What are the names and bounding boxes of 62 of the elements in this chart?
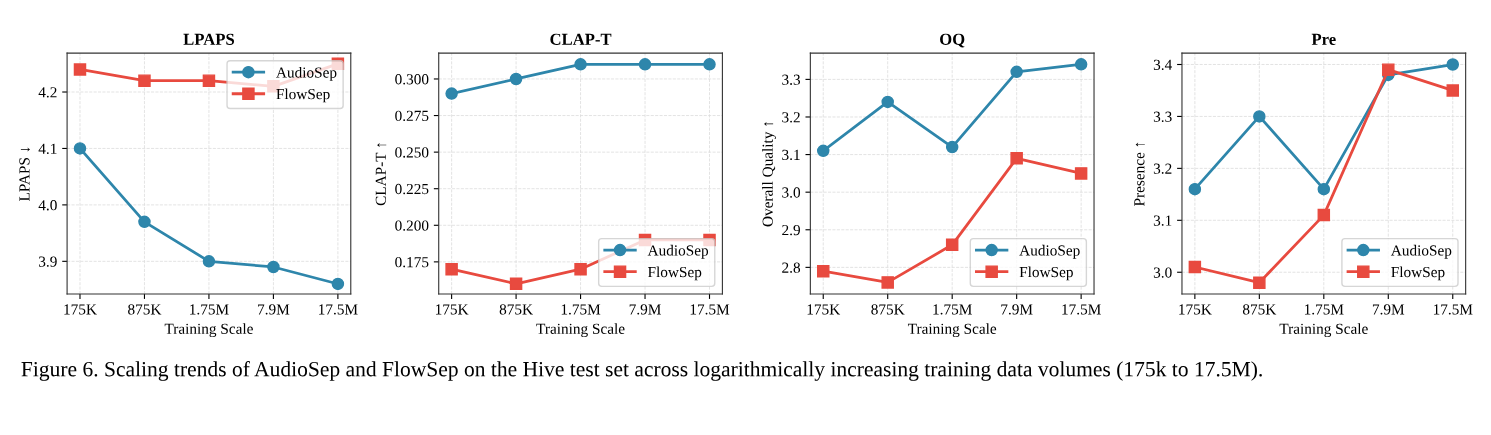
legend-label: FlowSep [1391,266,1445,281]
y-tick-label: 0.250 [395,147,429,158]
y-axis-title: Overall Quality ↑ [762,122,776,227]
legend-label: AudioSep [1019,244,1080,259]
y-tick-label: 3.1 [1153,215,1172,226]
y-tick-label: 0.200 [395,220,429,231]
y-tick-label: 3.0 [1153,267,1172,278]
y-tick-label: 4.1 [38,143,57,154]
y-axis-title: CLAP-T ↑ [375,143,387,206]
y-tick-label: 0.300 [395,74,429,85]
x-tick-label: 1.75M [933,304,972,315]
y-tick-label: 3.1 [782,149,800,161]
x-axis-title: Training Scale [536,323,625,338]
x-tick-label: 875K [499,304,533,315]
x-tick-label: 175K [64,304,97,315]
legend-label: AudioSep [647,244,709,259]
y-tick-label: 3.0 [782,187,801,198]
x-tick-label: 7.9M [258,304,290,315]
x-tick-label: 175K [1179,304,1212,315]
chart-title: LPAPS [183,33,235,45]
y-axis-title: Presence ↑ [1134,142,1145,206]
legend-label: FlowSep [276,88,330,103]
x-tick-label: 17.5M [1062,304,1101,315]
x-tick-label: 7.9M [629,304,661,315]
x-tick-label: 17.5M [1433,304,1473,315]
legend-label: AudioSep [276,66,337,81]
x-tick-label: 875K [871,304,905,315]
y-tick-label: 3.3 [1153,111,1172,122]
y-tick-label: 3.3 [782,74,801,85]
chart-title: Pre [1311,33,1336,45]
chart-title: OQ [940,33,965,48]
chart-title: CLAP-T [550,33,612,45]
y-tick-label: 2.9 [782,224,800,236]
x-tick-label: 7.9M [1001,304,1033,315]
y-tick-label: 3.4 [1153,59,1173,71]
x-tick-label: 175K [435,304,469,315]
y-tick-label: 0.275 [395,110,429,122]
y-tick-label: 3.2 [1153,163,1172,174]
y-tick-label: 4.0 [38,200,57,211]
legend-label: AudioSep [1390,244,1452,259]
y-tick-label: 4.2 [38,87,57,98]
x-tick-label: 175K [807,304,841,315]
legend-label: FlowSep [1019,266,1073,281]
x-axis-title: Training Scale [907,323,997,338]
x-axis-title: Training Scale [164,323,253,338]
y-tick-label: 0.225 [395,183,429,195]
x-tick-label: 1.75M [190,304,229,315]
y-tick-label: 0.175 [395,257,429,268]
caption: Figure 6. Scaling trends of AudioSep and FlowSep on the Hive test set across logarithmically increasing training data volumes (175k to 17.5M). [21,361,1262,381]
x-tick-label: 875K [1242,304,1277,315]
x-tick-label: 7.9M [1372,304,1405,315]
x-tick-label: 17.5M [690,304,730,315]
x-axis-title: Training Scale [1279,323,1368,338]
x-tick-label: 875K [128,304,162,315]
y-axis-title: LPAPS ↓ [19,147,30,202]
y-tick-label: 3.2 [782,112,800,123]
x-tick-label: 1.75M [1304,304,1344,315]
y-tick-label: 2.8 [782,262,801,273]
y-tick-label: 3.9 [39,256,57,267]
x-tick-label: 1.75M [561,304,601,315]
x-tick-label: 17.5M [319,304,358,315]
legend-label: FlowSep [647,266,702,281]
